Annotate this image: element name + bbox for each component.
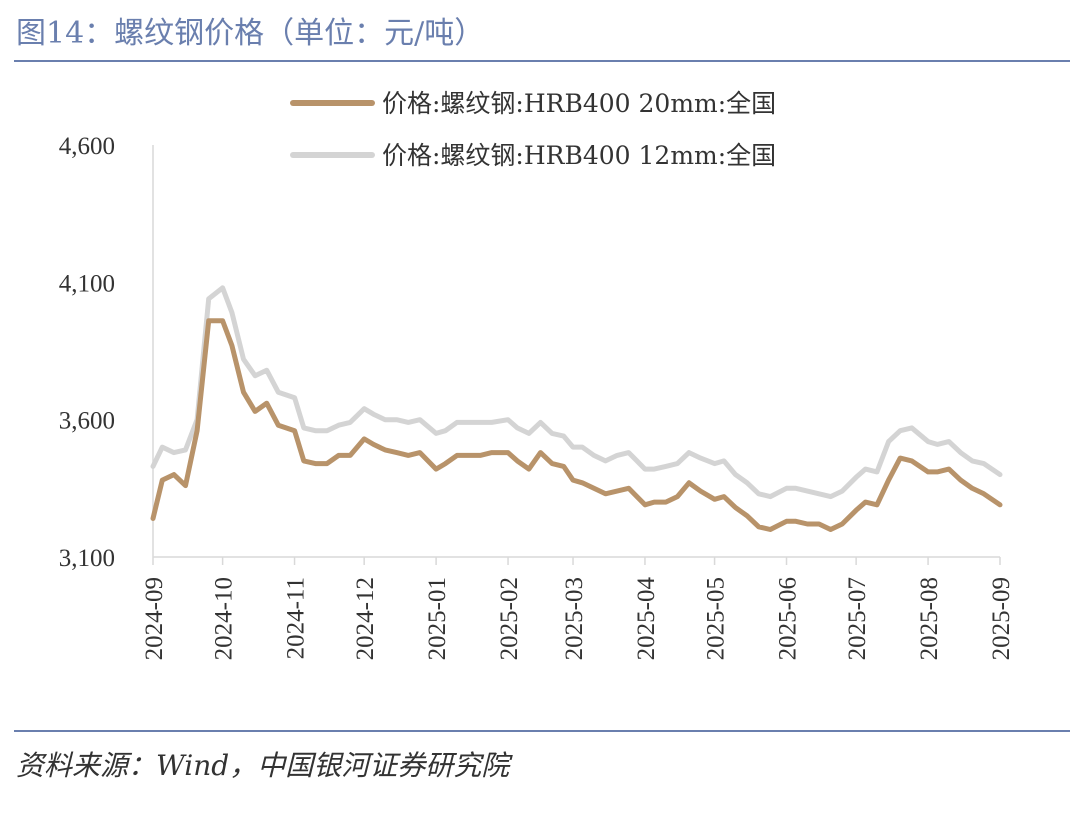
bottom-divider [14, 730, 1070, 732]
x-tick-label: 2025-08 [916, 577, 943, 660]
y-axis: 3,100 3,600 4,100 4,600 [59, 133, 154, 572]
x-tick-label: 2025-04 [633, 577, 660, 661]
x-tick-label: 2025-07 [844, 577, 871, 660]
y-tick-label: 4,100 [59, 270, 115, 297]
legend-label: 价格:螺纹钢:HRB400 12mm:全国 [382, 141, 776, 170]
x-tick-label: 2025-05 [703, 577, 730, 660]
top-divider [14, 60, 1070, 62]
x-tick-label: 2025-03 [561, 577, 588, 660]
series-line-20mm [150, 318, 1003, 532]
x-tick-label: 2024-11 [283, 577, 310, 659]
x-tick-label: 2024-09 [141, 577, 168, 660]
x-tick-label: 2024-10 [211, 577, 238, 660]
series-line-12mm [150, 285, 1003, 500]
y-tick-label: 3,600 [59, 408, 115, 435]
legend-item: 价格:螺纹钢:HRB400 20mm:全国 [290, 89, 776, 118]
page-title: 图14：螺纹钢价格（单位：元/吨） [16, 16, 485, 51]
x-tick-label: 2025-02 [496, 577, 523, 660]
y-tick-label: 4,600 [59, 133, 115, 160]
x-tick-label: 2025-01 [424, 577, 451, 660]
x-tick-label: 2024-12 [352, 577, 379, 660]
source-note: 资料来源：Wind，中国银河证券研究院 [16, 749, 510, 782]
x-axis: 2024-09 2024-10 2024-11 2024-12 2025-01 2025-… [141, 556, 1015, 661]
x-tick-label: 2025-06 [775, 577, 802, 660]
plot-area [150, 285, 1003, 532]
legend-label: 价格:螺纹钢:HRB400 20mm:全国 [382, 89, 776, 118]
y-tick-label: 3,100 [59, 545, 115, 572]
x-tick-label: 2025-09 [988, 577, 1015, 660]
legend-item: 价格:螺纹钢:HRB400 12mm:全国 [290, 141, 776, 170]
